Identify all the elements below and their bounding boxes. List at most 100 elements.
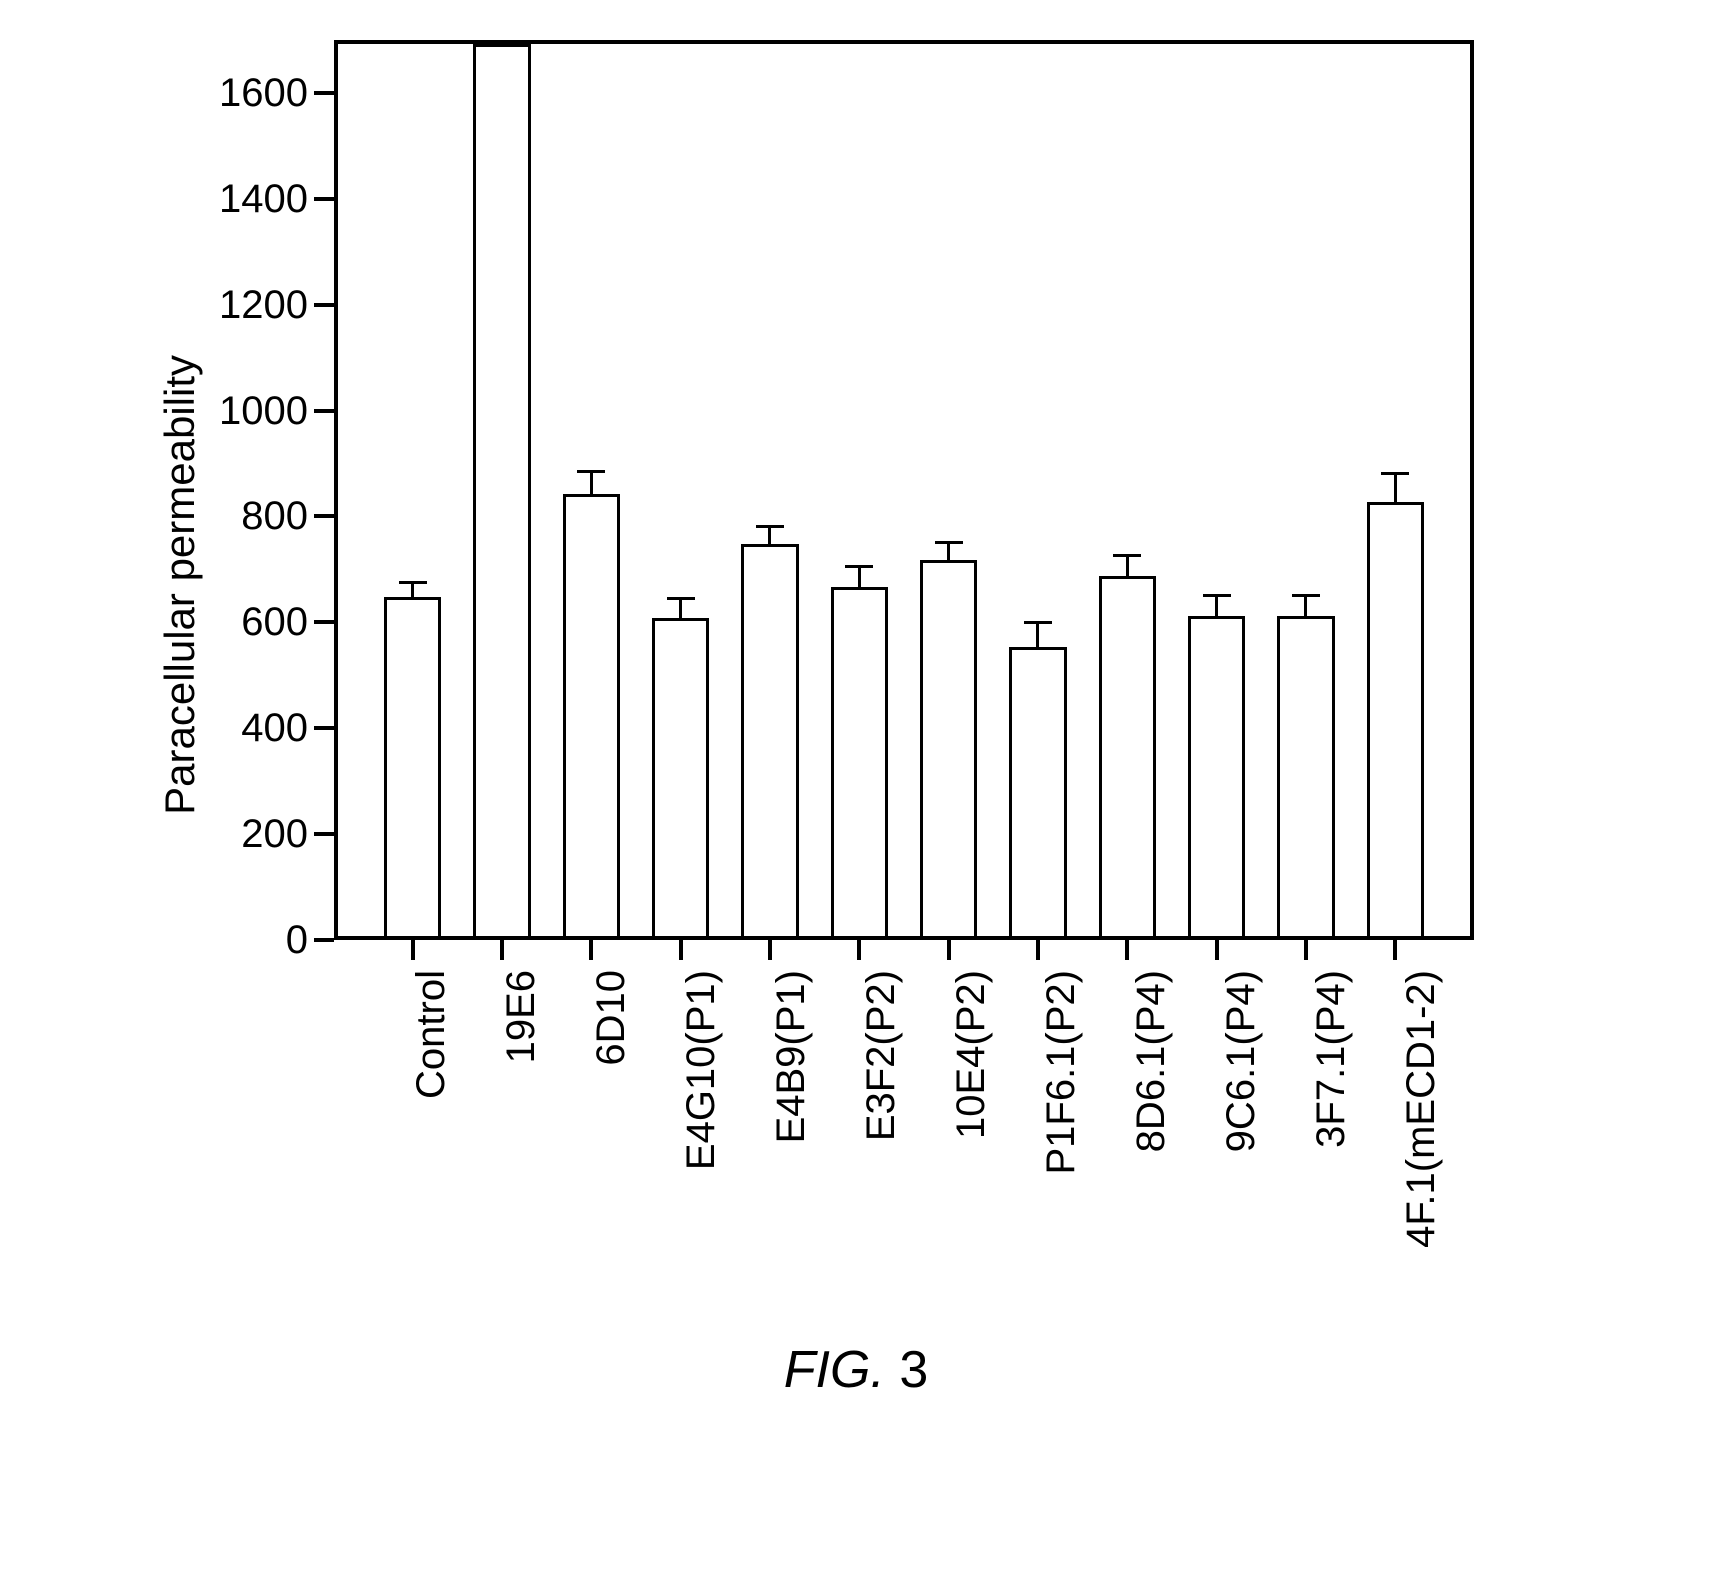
y-tick-mark	[314, 514, 334, 518]
x-tick	[457, 940, 546, 960]
x-tick	[1261, 940, 1350, 960]
x-label: P1F6.1(P2)	[994, 970, 1084, 1290]
bar	[457, 44, 546, 936]
y-tick-mark	[314, 197, 334, 201]
bar-rect	[1009, 647, 1066, 936]
y-tick-label: 800	[241, 496, 308, 536]
x-label-text: 8D6.1(P4)	[1129, 970, 1174, 1152]
x-label: 19E6	[454, 970, 544, 1290]
bar	[1083, 44, 1172, 936]
x-tick	[1083, 940, 1172, 960]
x-label: Control	[364, 970, 454, 1290]
y-tick-label: 1200	[219, 285, 308, 325]
x-tick	[815, 940, 904, 960]
error-stem	[1215, 597, 1218, 616]
error-bar	[1381, 472, 1409, 501]
error-stem	[1304, 597, 1307, 616]
x-label: E3F2(P2)	[814, 970, 904, 1290]
error-bar	[399, 581, 427, 597]
y-axis: 16001400120010008006004002000	[214, 40, 334, 940]
y-tick-label: 200	[241, 814, 308, 854]
x-tick	[1351, 940, 1440, 960]
x-label: 10E4(P2)	[904, 970, 994, 1290]
bar	[368, 44, 457, 936]
bar	[1172, 44, 1261, 936]
x-tick-marks	[368, 940, 1440, 960]
bar	[1351, 44, 1440, 936]
x-tick	[547, 940, 636, 960]
caption-prefix: FIG.	[784, 1341, 900, 1399]
x-label-text: E4B9(P1)	[769, 970, 814, 1143]
x-label-text: 9C6.1(P4)	[1219, 970, 1264, 1152]
error-bar	[1024, 621, 1052, 648]
y-axis-label: Paracellular permeability	[156, 355, 204, 815]
bar-rect	[920, 560, 977, 936]
y-tick-label: 400	[241, 708, 308, 748]
x-label-text: 6D10	[589, 970, 634, 1066]
error-stem	[590, 473, 593, 494]
error-stem	[947, 544, 950, 560]
bar	[636, 44, 725, 936]
error-bar	[577, 470, 605, 494]
bar-rect	[741, 544, 798, 936]
error-bar	[845, 565, 873, 587]
x-label-text: E3F2(P2)	[859, 970, 904, 1141]
error-bar	[1203, 594, 1231, 616]
figure: Paracellular permeability 1600 1400 1200 10…	[156, 40, 1556, 1400]
error-stem	[1126, 557, 1129, 576]
error-bar	[935, 541, 963, 560]
error-bar	[667, 597, 695, 619]
y-tick-mark	[314, 303, 334, 307]
caption-number: 3	[899, 1341, 928, 1399]
x-label: 9C6.1(P4)	[1174, 970, 1264, 1290]
y-tick-mark	[314, 409, 334, 413]
bar-rect	[563, 494, 620, 936]
x-label-text: 10E4(P2)	[949, 970, 994, 1139]
bar	[725, 44, 814, 936]
x-label-text: 4F.1(mECD1-2)	[1399, 970, 1444, 1248]
chart-container: Paracellular permeability 1600 1400 1200 10…	[156, 40, 1556, 1290]
bar-rect	[1099, 576, 1156, 936]
x-label: 3F7.1(P4)	[1264, 970, 1354, 1290]
x-label: 6D10	[544, 970, 634, 1290]
bar	[1261, 44, 1350, 936]
bar-rect	[473, 44, 530, 936]
bar	[815, 44, 904, 936]
error-bar	[1292, 594, 1320, 616]
x-label-text: Control	[409, 970, 454, 1099]
y-tick-mark	[314, 938, 334, 942]
x-label-text: E4G10(P1)	[679, 970, 724, 1170]
bar-rect	[652, 618, 709, 936]
bar-rect	[831, 587, 888, 936]
x-axis-labels: Control19E6 6D10 E4G10(P1) E4B9(P1) E3F2(P2)…	[334, 970, 1474, 1290]
x-tick	[725, 940, 814, 960]
bar-rect	[1367, 502, 1424, 936]
x-tick	[636, 940, 725, 960]
x-tick	[993, 940, 1082, 960]
y-tick-label: 1400	[219, 179, 308, 219]
y-tick-mark	[314, 620, 334, 624]
error-stem	[768, 528, 771, 544]
x-tick	[368, 940, 457, 960]
y-tick-label: 1600	[219, 73, 308, 113]
x-label: E4B9(P1)	[724, 970, 814, 1290]
bar-rect	[1188, 616, 1245, 936]
error-stem	[1036, 624, 1039, 648]
y-tick-mark	[314, 726, 334, 730]
bar	[904, 44, 993, 936]
y-tick-label: 600	[241, 602, 308, 642]
y-tick-mark	[314, 832, 334, 836]
bar-rect	[1277, 616, 1334, 936]
bars-group	[338, 44, 1470, 936]
x-label-text: P1F6.1(P2)	[1039, 970, 1084, 1175]
error-stem	[679, 600, 682, 619]
plot-area	[334, 40, 1474, 940]
error-bar	[1113, 554, 1141, 576]
x-tick	[904, 940, 993, 960]
y-tick-mark	[314, 91, 334, 95]
x-tick	[1172, 940, 1261, 960]
bar	[993, 44, 1082, 936]
figure-caption: FIG. 3	[156, 1340, 1556, 1400]
x-label: E4G10(P1)	[634, 970, 724, 1290]
bar-rect	[384, 597, 441, 936]
